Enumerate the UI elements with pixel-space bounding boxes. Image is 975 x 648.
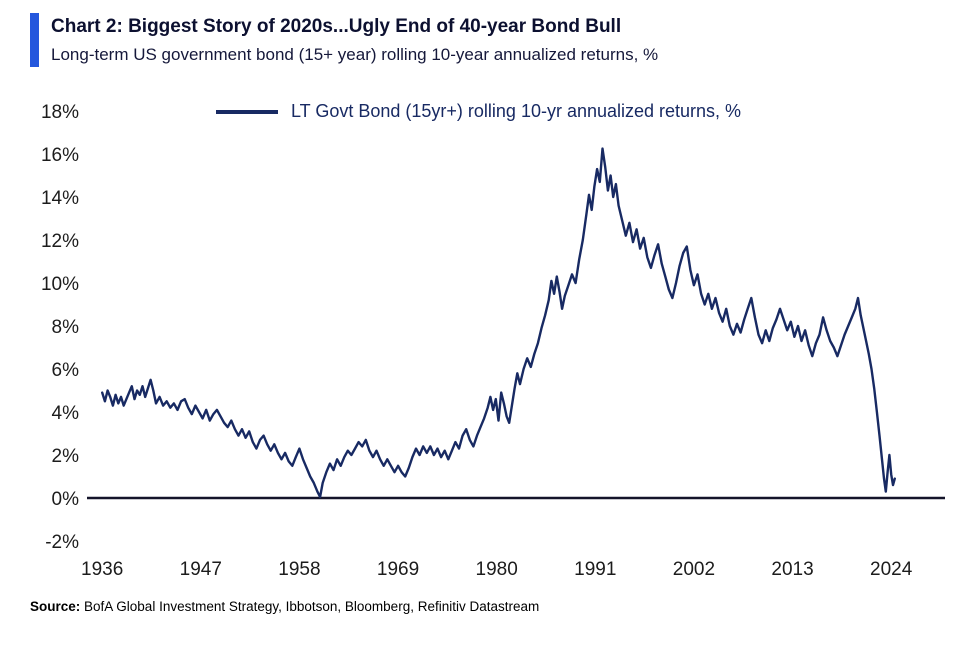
source-line: Source: BofA Global Investment Strategy,… bbox=[30, 599, 975, 614]
y-axis-tick-label: 18% bbox=[41, 102, 79, 123]
x-axis-tick-label: 2024 bbox=[870, 559, 913, 580]
legend-line-swatch bbox=[216, 109, 278, 114]
y-axis-tick-label: 12% bbox=[41, 231, 79, 252]
x-axis-tick-label: 1936 bbox=[81, 559, 123, 580]
y-axis-tick-label: 6% bbox=[52, 360, 80, 381]
y-axis-tick-label: 8% bbox=[52, 317, 80, 338]
y-axis-tick-label: -2% bbox=[45, 532, 79, 553]
header-text: Chart 2: Biggest Story of 2020s...Ugly E… bbox=[51, 13, 658, 67]
x-axis-tick-label: 2013 bbox=[771, 559, 813, 580]
source-label: Source: bbox=[30, 599, 81, 614]
x-axis-tick-label: 1991 bbox=[574, 559, 616, 580]
x-axis-tick-label: 1958 bbox=[278, 559, 320, 580]
chart-header: Chart 2: Biggest Story of 2020s...Ugly E… bbox=[30, 13, 975, 67]
x-axis-tick-label: 1947 bbox=[180, 559, 222, 580]
x-axis-tick-label: 1969 bbox=[377, 559, 419, 580]
x-axis-tick-label: 1980 bbox=[476, 559, 518, 580]
source-text: BofA Global Investment Strategy, Ibbotso… bbox=[80, 599, 540, 614]
legend-label: LT Govt Bond (15yr+) rolling 10-yr annua… bbox=[291, 101, 742, 121]
y-axis-tick-label: 16% bbox=[41, 145, 79, 166]
chart-area: 18% 16% 14% 12% 10% 8% 6% 4% 2% 0% -2% 1936 1947 1958… bbox=[0, 71, 975, 591]
y-axis-tick-label: 0% bbox=[52, 489, 80, 510]
y-axis-tick-label: 2% bbox=[52, 446, 80, 467]
chart-title: Chart 2: Biggest Story of 2020s...Ugly E… bbox=[51, 15, 622, 37]
accent-bar bbox=[30, 13, 39, 67]
chart-svg: 18% 16% 14% 12% 10% 8% 6% 4% 2% 0% -2%1936 1947 1958… bbox=[41, 102, 945, 580]
y-axis-tick-label: 10% bbox=[41, 274, 79, 295]
chart-subtitle: Long-term US government bond (15+ year) … bbox=[51, 44, 659, 64]
legend: LT Govt Bond (15yr+) rolling 10-yr annua… bbox=[216, 101, 741, 122]
y-axis-tick-label: 14% bbox=[41, 188, 79, 209]
y-axis-tick-label: 4% bbox=[52, 403, 80, 424]
x-axis-tick-label: 2002 bbox=[673, 559, 715, 580]
series-line bbox=[101, 147, 896, 499]
